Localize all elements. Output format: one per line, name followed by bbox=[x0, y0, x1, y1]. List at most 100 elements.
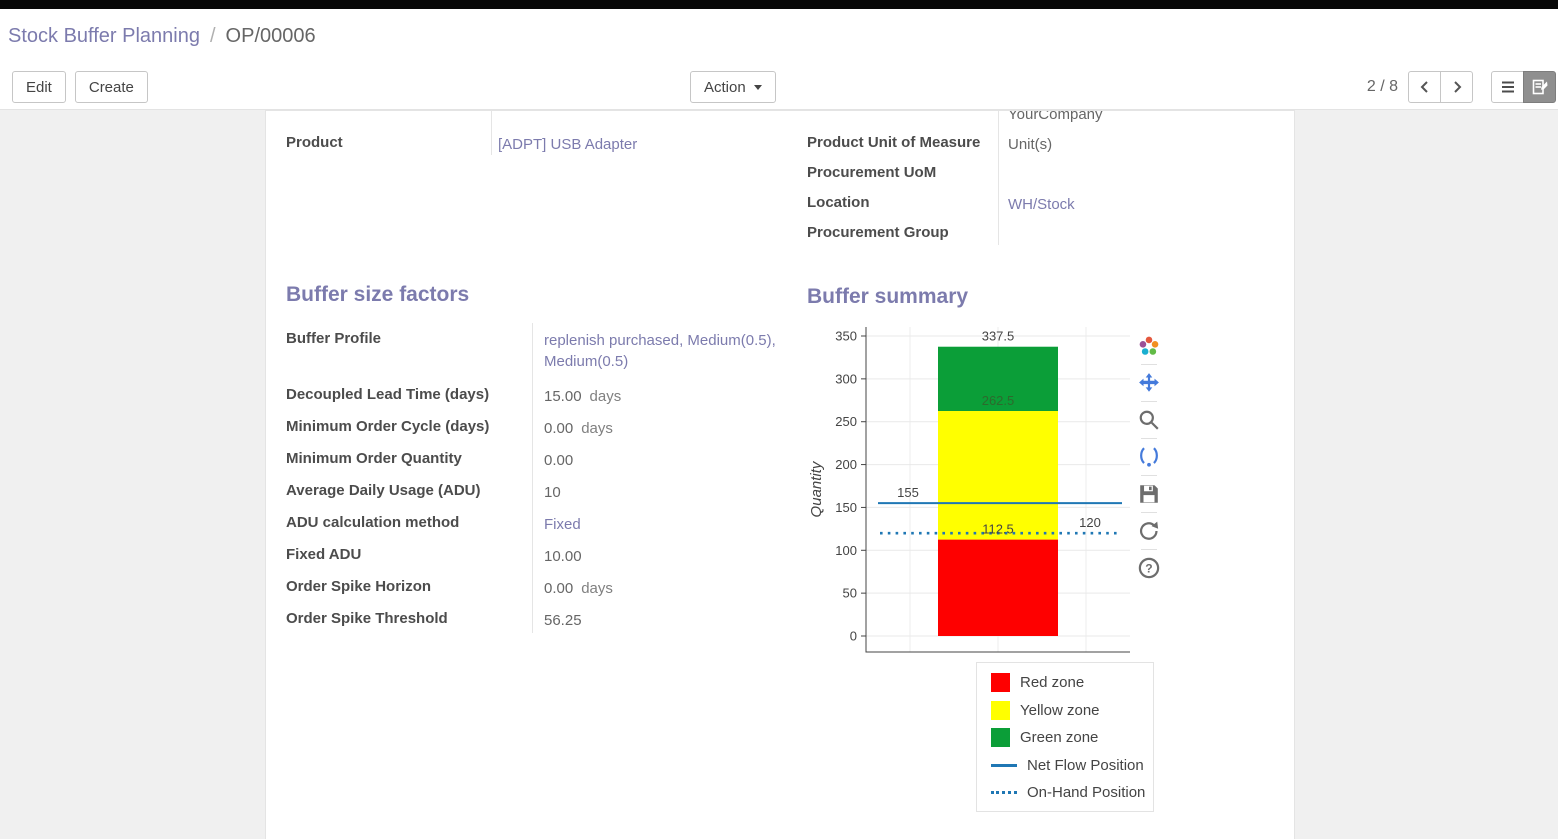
legend-swatch-square bbox=[991, 728, 1010, 748]
pan-icon[interactable] bbox=[1138, 372, 1160, 394]
legend-rows: Red zone Yellow zone Green zone Net Flow Po… bbox=[991, 669, 1153, 807]
view-switcher bbox=[1491, 71, 1556, 103]
svg-text:112.5: 112.5 bbox=[982, 522, 1014, 537]
legend-swatch-line bbox=[991, 763, 1017, 767]
adu-value: 10 bbox=[544, 484, 561, 501]
section-title-buffer-summary: Buffer summary bbox=[807, 285, 969, 308]
plotly-logo-icon[interactable] bbox=[1138, 335, 1160, 357]
adu-label: Average Daily Usage (ADU) bbox=[286, 482, 481, 499]
legend-label: Green zone bbox=[1020, 729, 1099, 747]
uom-value: Unit(s) bbox=[1008, 136, 1053, 153]
dlt-label: Decoupled Lead Time (days) bbox=[286, 386, 490, 403]
help-icon[interactable]: ? bbox=[1138, 557, 1160, 579]
field-row-adu-method: ADU calculation method Fixed bbox=[286, 507, 791, 539]
svg-text:?: ? bbox=[1145, 561, 1152, 575]
location-label: Location bbox=[807, 194, 870, 211]
legend-label: Net Flow Position bbox=[1027, 756, 1144, 774]
modebar-divider bbox=[1141, 512, 1157, 513]
reset-axes-icon[interactable] bbox=[1138, 520, 1160, 542]
chart-modebar: ? bbox=[1134, 333, 1164, 581]
field-group-product: Product [ADPT] USB Adapter bbox=[286, 111, 791, 157]
modebar-divider bbox=[1141, 364, 1157, 365]
svg-text:120: 120 bbox=[1079, 515, 1101, 530]
action-dropdown-button[interactable]: Action bbox=[690, 71, 776, 103]
field-row-product: Product [ADPT] USB Adapter bbox=[286, 127, 791, 157]
modebar-divider bbox=[1141, 475, 1157, 476]
list-icon bbox=[1501, 81, 1514, 93]
spike-horizon-unit: days bbox=[581, 580, 613, 597]
modebar-divider bbox=[1141, 549, 1157, 550]
svg-text:350: 350 bbox=[835, 329, 857, 344]
pager-counter: 2 / 8 bbox=[1366, 78, 1398, 95]
breadcrumb: Stock Buffer Planning / OP/00006 bbox=[0, 9, 1558, 64]
dlt-value: 15.00 bbox=[544, 388, 582, 405]
legend-item[interactable]: On-Hand Position bbox=[991, 779, 1153, 807]
previous-record-button[interactable] bbox=[1408, 71, 1441, 103]
legend-item[interactable]: Yellow zone bbox=[991, 697, 1153, 725]
lasso-select-icon[interactable] bbox=[1138, 446, 1160, 468]
field-row-dlt: Decoupled Lead Time (days) 15.00 days bbox=[286, 379, 791, 411]
legend-item[interactable]: Red zone bbox=[991, 669, 1153, 697]
min-order-cycle-label: Minimum Order Cycle (days) bbox=[286, 418, 490, 435]
control-bar: Edit Create Action 2 / 8 bbox=[0, 64, 1558, 110]
field-row-company-clipped: YourCompany bbox=[807, 110, 1287, 127]
field-group-procurement: YourCompany Product Unit of Measure Unit… bbox=[807, 110, 1287, 247]
legend-item[interactable]: Net Flow Position bbox=[991, 752, 1153, 780]
procurement-group-value bbox=[998, 217, 1008, 224]
legend-swatch-square bbox=[991, 700, 1010, 720]
location-link[interactable]: WH/Stock bbox=[1008, 196, 1075, 213]
create-button[interactable]: Create bbox=[74, 71, 148, 103]
product-label: Product bbox=[286, 134, 343, 151]
buffer-profile-link[interactable]: replenish purchased, Medium(0.5), Medium… bbox=[544, 332, 776, 370]
breadcrumb-current: OP/00006 bbox=[225, 25, 316, 47]
record-buttons: Edit Create bbox=[12, 71, 148, 103]
adu-method-link[interactable]: Fixed bbox=[544, 516, 581, 533]
save-icon[interactable] bbox=[1138, 483, 1160, 505]
svg-text:200: 200 bbox=[835, 457, 857, 472]
svg-text:155: 155 bbox=[897, 485, 919, 500]
section-title-buffer-size-factors: Buffer size factors bbox=[286, 283, 470, 306]
action-label: Action bbox=[704, 78, 746, 96]
svg-text:50: 50 bbox=[843, 586, 857, 601]
legend-label: Red zone bbox=[1020, 674, 1085, 692]
zoom-icon[interactable] bbox=[1138, 409, 1160, 431]
field-row-procurement-uom: Procurement UoM bbox=[807, 157, 1287, 187]
spike-threshold-value: 56.25 bbox=[544, 612, 582, 629]
adu-method-label: ADU calculation method bbox=[286, 514, 460, 531]
edit-button[interactable]: Edit bbox=[12, 71, 66, 103]
pager-nav bbox=[1408, 71, 1473, 103]
svg-text:150: 150 bbox=[835, 500, 857, 515]
svg-text:337.5: 337.5 bbox=[982, 329, 1015, 344]
field-row-spike-threshold: Order Spike Threshold 56.25 bbox=[286, 603, 791, 635]
svg-text:262.5: 262.5 bbox=[982, 393, 1015, 408]
field-separator-line bbox=[998, 111, 999, 245]
chevron-down-icon bbox=[753, 84, 762, 90]
svg-text:300: 300 bbox=[835, 371, 857, 386]
field-row-uom: Product Unit of Measure Unit(s) bbox=[807, 127, 1287, 157]
fixed-adu-label: Fixed ADU bbox=[286, 546, 362, 563]
min-order-cycle-value: 0.00 bbox=[544, 420, 574, 437]
company-value: YourCompany bbox=[1008, 110, 1103, 123]
spike-horizon-value: 0.00 bbox=[544, 580, 574, 597]
next-record-button[interactable] bbox=[1440, 71, 1473, 103]
field-row-procurement-group: Procurement Group bbox=[807, 217, 1287, 247]
clipped-row bbox=[286, 111, 791, 127]
field-row-adu: Average Daily Usage (ADU) 10 bbox=[286, 475, 791, 507]
procurement-uom-value bbox=[998, 157, 1008, 164]
list-view-button[interactable] bbox=[1491, 71, 1524, 103]
breadcrumb-parent-link[interactable]: Stock Buffer Planning bbox=[8, 25, 200, 47]
svg-text:250: 250 bbox=[835, 414, 857, 429]
svg-text:0: 0 bbox=[850, 629, 857, 644]
min-order-qty-value: 0.00 bbox=[544, 452, 574, 469]
legend-label: On-Hand Position bbox=[1027, 784, 1146, 802]
top-menu-bar bbox=[0, 0, 1558, 9]
field-row-min-order-qty: Minimum Order Quantity 0.00 bbox=[286, 443, 791, 475]
form-view-button[interactable] bbox=[1523, 71, 1556, 103]
min-order-cycle-unit: days bbox=[581, 420, 613, 437]
form-view-icon bbox=[1532, 79, 1547, 95]
legend-item[interactable]: Green zone bbox=[991, 724, 1153, 752]
buffer-summary-chart[interactable]: 0 50 100 150 200 250 300 350 337.5 262.5 155 112.5 1… bbox=[804, 323, 1164, 663]
breadcrumb-separator: / bbox=[209, 25, 216, 47]
modebar-divider bbox=[1141, 401, 1157, 402]
product-link[interactable]: [ADPT] USB Adapter bbox=[498, 136, 638, 153]
